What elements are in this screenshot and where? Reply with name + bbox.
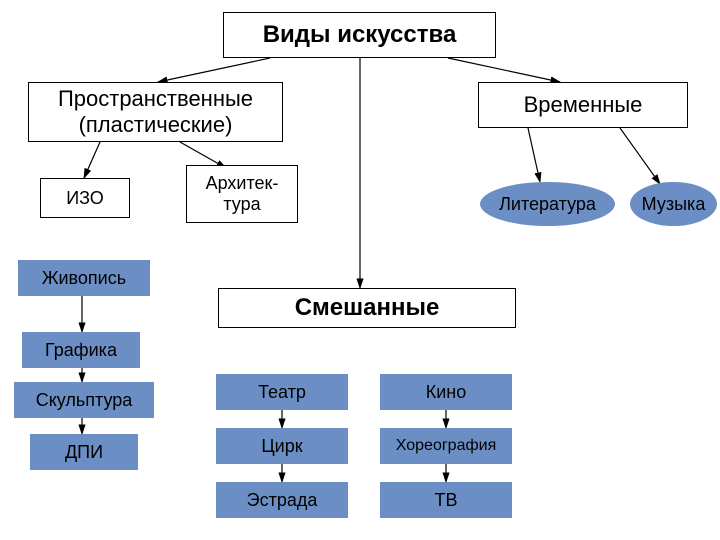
category-spatial: Пространственные (пластические) (28, 82, 283, 142)
node-painting-text: Живопись (42, 268, 126, 289)
node-graphics-text: Графика (45, 340, 117, 361)
node-tv: ТВ (380, 482, 512, 518)
node-estrada-text: Эстрада (247, 490, 318, 511)
node-choreography-text: Хореография (396, 437, 496, 455)
node-literature: Литература (480, 182, 615, 226)
category-mixed-text: Смешанные (295, 294, 440, 322)
node-painting: Живопись (18, 260, 150, 296)
category-temporal-text: Временные (524, 92, 643, 118)
node-sculpture-text: Скульптура (36, 390, 133, 411)
node-circus: Цирк (216, 428, 348, 464)
node-literature-text: Литература (499, 194, 596, 215)
title-text: Виды искусства (263, 21, 457, 49)
node-cinema: Кино (380, 374, 512, 410)
node-izo-text: ИЗО (66, 188, 104, 209)
category-temporal: Временные (478, 82, 688, 128)
node-tv-text: ТВ (434, 490, 457, 511)
node-dpi-text: ДПИ (65, 442, 103, 463)
node-theatre: Театр (216, 374, 348, 410)
node-theatre-text: Театр (258, 382, 306, 403)
node-circus-text: Цирк (261, 436, 302, 457)
title-box: Виды искусства (223, 12, 496, 58)
node-izo: ИЗО (40, 178, 130, 218)
category-mixed: Смешанные (218, 288, 516, 328)
node-music-text: Музыка (642, 194, 706, 215)
node-dpi: ДПИ (30, 434, 138, 470)
node-choreography: Хореография (380, 428, 512, 464)
node-music: Музыка (630, 182, 717, 226)
node-estrada: Эстрада (216, 482, 348, 518)
category-spatial-text: Пространственные (пластические) (31, 86, 280, 138)
node-architecture: Архитек- тура (186, 165, 298, 223)
node-architecture-text: Архитек- тура (206, 173, 279, 215)
node-cinema-text: Кино (426, 382, 467, 403)
node-graphics: Графика (22, 332, 140, 368)
node-sculpture: Скульптура (14, 382, 154, 418)
